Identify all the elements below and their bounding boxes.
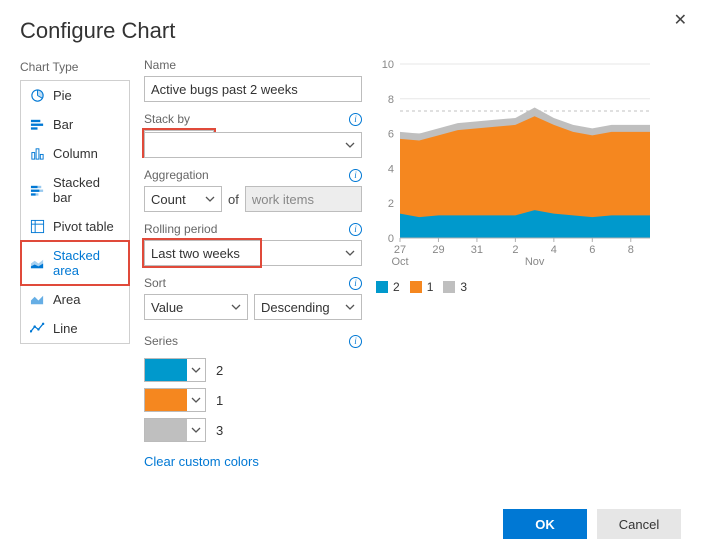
legend-label: 1 <box>427 280 434 294</box>
stacked-bar-icon <box>30 183 45 198</box>
svg-text:6: 6 <box>388 129 394 141</box>
chevron-down-icon <box>345 140 355 150</box>
legend-label: 3 <box>460 280 467 294</box>
chart-type-label: Column <box>53 146 98 161</box>
chart-type-stacked-area[interactable]: Stacked area <box>21 241 129 285</box>
chart-type-label: Area <box>53 292 80 307</box>
sort-dir-select[interactable]: Descending <box>254 294 362 320</box>
legend-swatch <box>376 281 388 293</box>
svg-text:29: 29 <box>432 244 444 256</box>
line-icon <box>30 321 45 336</box>
series-label: Series <box>144 334 178 348</box>
chevron-down-icon <box>345 248 355 258</box>
info-icon[interactable]: i <box>349 277 362 290</box>
chart-type-list: Pie Bar Column Stacked bar Pivot table <box>20 80 130 344</box>
name-input[interactable] <box>144 76 362 102</box>
svg-text:4: 4 <box>388 163 394 175</box>
sort-field-value: Value <box>151 300 183 315</box>
svg-text:8: 8 <box>388 94 394 106</box>
legend-swatch <box>410 281 422 293</box>
chart-preview: 02468102729312468OctNov <box>376 58 656 268</box>
chevron-down-icon <box>345 302 355 312</box>
dialog-title: Configure Chart <box>20 18 681 44</box>
aggregation-of: of <box>228 192 239 207</box>
legend-swatch <box>443 281 455 293</box>
svg-text:6: 6 <box>589 244 595 256</box>
chevron-down-icon <box>191 395 201 405</box>
info-icon[interactable]: i <box>349 335 362 348</box>
info-icon[interactable]: i <box>349 113 362 126</box>
column-icon <box>30 146 45 161</box>
stack-by-select-full[interactable]: Priority <box>144 132 362 158</box>
bar-icon <box>30 117 45 132</box>
chart-type-pivot-table[interactable]: Pivot table <box>21 212 129 241</box>
svg-text:2: 2 <box>388 198 394 210</box>
aggregation-label: Aggregation <box>144 168 209 182</box>
series-label: 2 <box>216 363 223 378</box>
info-icon[interactable]: i <box>349 169 362 182</box>
svg-text:2: 2 <box>512 244 518 256</box>
chart-type-label: Stacked bar <box>53 175 120 205</box>
rolling-label: Rolling period <box>144 222 217 236</box>
svg-text:Oct: Oct <box>391 256 408 268</box>
series-label: 3 <box>216 423 223 438</box>
series-color-picker[interactable] <box>144 388 206 412</box>
series-color-picker[interactable] <box>144 418 206 442</box>
sort-field-select[interactable]: Value <box>144 294 248 320</box>
chart-type-line[interactable]: Line <box>21 314 129 343</box>
chart-type-bar[interactable]: Bar <box>21 110 129 139</box>
stacked-area-icon <box>30 256 45 271</box>
series-color-picker[interactable] <box>144 358 206 382</box>
aggregation-value: Count <box>151 192 186 207</box>
chevron-down-icon <box>231 302 241 312</box>
chart-type-label: Line <box>53 321 78 336</box>
clear-colors-link[interactable]: Clear custom colors <box>144 454 362 469</box>
svg-text:10: 10 <box>382 59 394 71</box>
series-label: 1 <box>216 393 223 408</box>
aggregation-target <box>245 186 362 212</box>
sort-label: Sort <box>144 276 166 290</box>
name-label: Name <box>144 58 176 72</box>
chart-type-column[interactable]: Column <box>21 139 129 168</box>
chevron-down-icon <box>191 365 201 375</box>
chevron-down-icon <box>205 194 215 204</box>
chart-legend: 2 1 3 <box>376 280 681 294</box>
chart-type-area[interactable]: Area <box>21 285 129 314</box>
stack-by-label: Stack by <box>144 112 190 126</box>
cancel-button[interactable]: Cancel <box>597 509 681 539</box>
sort-dir-value: Descending <box>261 300 330 315</box>
svg-text:4: 4 <box>551 244 557 256</box>
pivot-table-icon <box>30 219 45 234</box>
chevron-down-icon <box>191 425 201 435</box>
ok-button[interactable]: OK <box>503 509 587 539</box>
rolling-value: Last two weeks <box>151 246 240 261</box>
rolling-select[interactable]: Last two weeks <box>144 240 362 266</box>
svg-text:8: 8 <box>628 244 634 256</box>
svg-text:Nov: Nov <box>525 256 545 268</box>
chart-type-label: Pie <box>53 88 72 103</box>
svg-text:31: 31 <box>471 244 483 256</box>
chart-type-label: Pivot table <box>53 219 114 234</box>
legend-label: 2 <box>393 280 400 294</box>
svg-text:27: 27 <box>394 244 406 256</box>
area-icon <box>30 292 45 307</box>
info-icon[interactable]: i <box>349 223 362 236</box>
chart-type-stacked-bar[interactable]: Stacked bar <box>21 168 129 212</box>
pie-icon <box>30 88 45 103</box>
chart-type-label: Bar <box>53 117 73 132</box>
chart-type-label: Chart Type <box>20 60 130 74</box>
close-icon[interactable]: ✕ <box>674 10 687 30</box>
aggregation-select[interactable]: Count <box>144 186 222 212</box>
chart-type-label: Stacked area <box>53 248 120 278</box>
chart-type-pie[interactable]: Pie <box>21 81 129 110</box>
